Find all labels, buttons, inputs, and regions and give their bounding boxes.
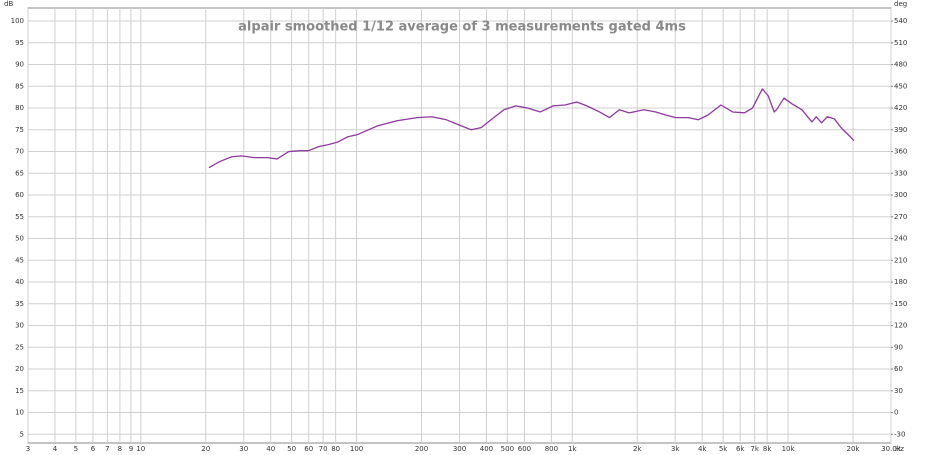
y-tick-label: 25 [15,343,24,351]
x-tick-label: 6k [736,445,745,453]
x-tick-label: 60 [304,445,313,453]
y-tick-label: 85 [15,82,24,90]
x-tick-label: 200 [415,445,428,453]
x-tick-label: 2k [633,445,642,453]
y-tick-label: 80 [15,104,24,112]
x-tick-label: 70 [319,445,328,453]
x-tick-label: 9 [129,445,133,453]
y2-tick-label: 120 [894,322,907,330]
y2-tick-label: 210 [894,256,907,264]
y-tick-label: 10 [15,409,24,417]
y-tick-label: 95 [15,39,24,47]
x-tick-label: 30 [239,445,248,453]
y-tick-label: 5 [20,430,24,438]
x-tick-label: 6 [91,445,96,453]
y2-tick-label: 0 [894,409,898,417]
x-unit: Hz [895,445,904,453]
x-tick-label: 8 [118,445,122,453]
y-tick-label: 40 [15,278,24,286]
y-tick-label: 50 [15,235,24,243]
x-tick-label: 5 [74,445,78,453]
y2-tick-label: 300 [894,191,907,199]
grid [27,8,892,443]
x-tick-label: 5k [719,445,728,453]
response-curve [208,88,855,169]
y-tick-label: 70 [15,148,24,156]
y-tick-label: 90 [15,61,24,69]
y2-tick-label: 330 [894,169,907,177]
y2-tick-label: 420 [894,104,907,112]
x-tick-label: 10 [136,445,145,453]
y2-tick-label: 480 [894,61,907,69]
x-tick-label: 40 [266,445,275,453]
x-tick-label: 400 [480,445,493,453]
y-tick-label: 55 [15,213,24,221]
y2-tick-label: 270 [894,213,907,221]
y2-tick-label: 510 [894,39,907,47]
y2-tick-label: 180 [894,278,907,286]
x-tick-label: 10k [782,445,796,453]
x-tick-label: 4k [698,445,707,453]
y2-tick-label: 360 [894,148,907,156]
x-tick-label: 50 [287,445,296,453]
x-tick-label: 8k [763,445,772,453]
y-tick-label: 15 [15,387,24,395]
y2-tick-label: 240 [894,235,907,243]
y-tick-label: 75 [15,126,24,134]
x-tick-label: 7k [750,445,759,453]
chart-title: alpair smoothed 1/12 average of 3 measur… [238,20,686,35]
x-tick-label: 4 [53,445,58,453]
y2-tick-label: 90 [894,343,903,351]
y-tick-label: 45 [15,256,24,264]
x-tick-label: 20 [201,445,210,453]
x-tick-label: 600 [518,445,531,453]
y2-tick-label: 60 [894,365,903,373]
x-tick-label: 500 [501,445,514,453]
y-tick-label: 60 [15,191,24,199]
y2-unit: deg [894,0,907,8]
y-tick-label: 65 [15,169,24,177]
y2-tick-label: 390 [894,126,907,134]
y-tick-label: 20 [15,365,24,373]
x-tick-label: 3 [26,445,30,453]
y-tick-label: 100 [11,17,24,25]
x-tick-label: 3k [671,445,680,453]
x-tick-label: 100 [350,445,363,453]
y-unit: dB [4,0,13,8]
x-tick-label: 300 [453,445,466,453]
y2-tick-label: 450 [894,82,907,90]
y-tick-label: 30 [15,322,24,330]
y2-tick-label: 30 [894,387,903,395]
y2-tick-label: 150 [894,300,907,308]
x-tick-label: 7 [105,445,109,453]
y-tick-label: 35 [15,300,24,308]
x-tick-label: 1k [568,445,577,453]
x-tick-label: 30.0k [881,445,902,453]
x-tick-label: 800 [545,445,558,453]
x-tick-label: 80 [331,445,340,453]
x-tick-label: 20k [847,445,861,453]
y2-tick-label: -30 [894,430,905,438]
y2-tick-label: 540 [894,17,907,25]
